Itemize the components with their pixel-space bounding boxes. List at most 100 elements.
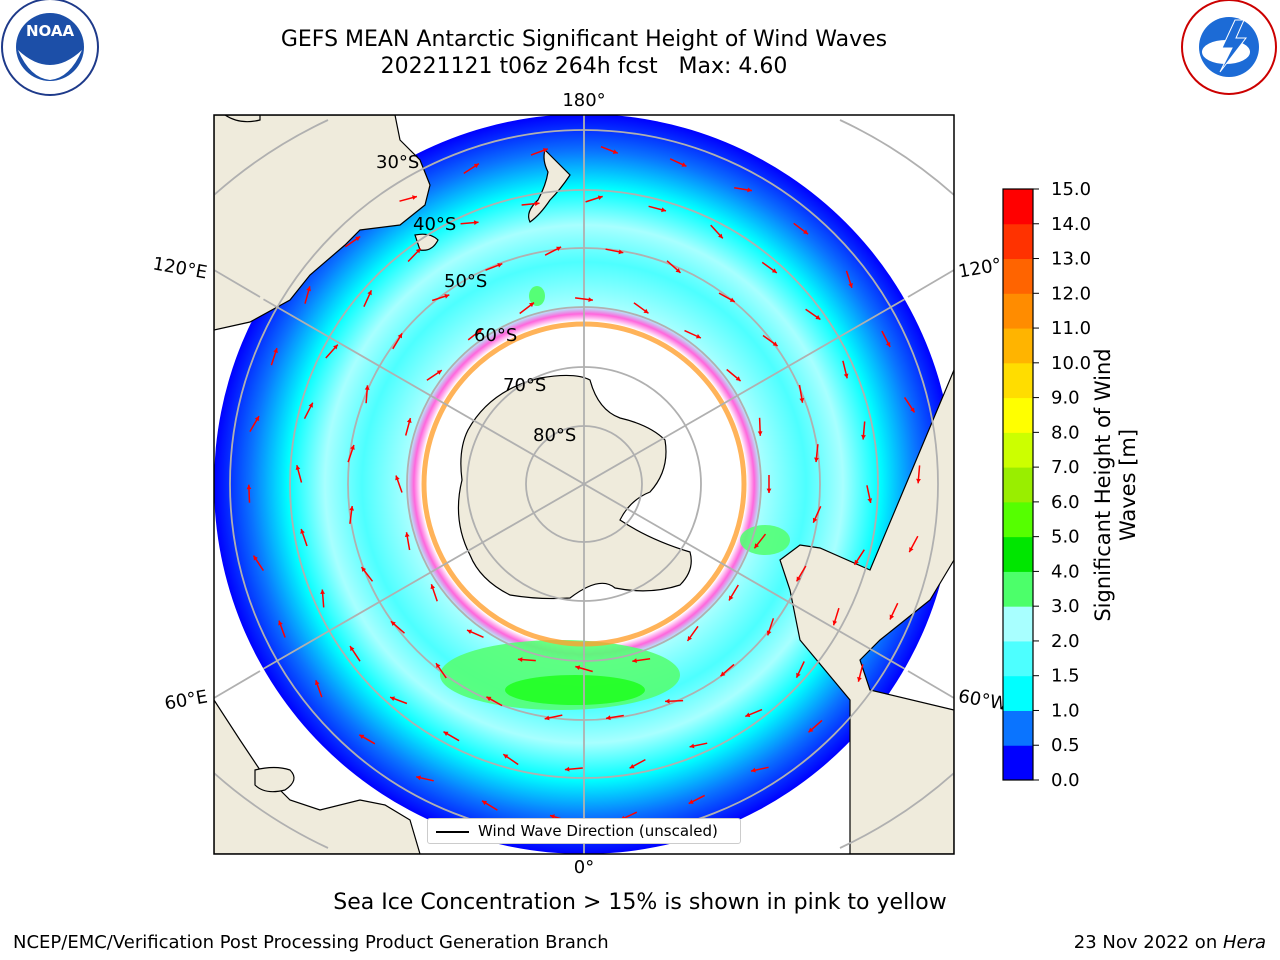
colorbar-swatch (1003, 397, 1033, 433)
wind-wave-arrow-head (799, 398, 805, 403)
lat-label-80: 80°S (533, 425, 576, 446)
legend-label: Wind Wave Direction (unscaled) (478, 822, 718, 840)
wind-wave-arrow-head (909, 547, 914, 553)
colorbar-swatch (1003, 745, 1033, 781)
wind-wave-arrow-head (306, 286, 311, 292)
wind-wave-arrow-head (300, 529, 305, 534)
wind-wave-arrow-head (796, 576, 801, 582)
wind-wave-arrow-head (808, 727, 814, 733)
map-frame (213, 114, 955, 855)
colorbar-tick-label: 2.0 (1051, 631, 1080, 652)
africa (214, 698, 421, 854)
wind-wave-arrow-head (687, 636, 692, 641)
south-america (779, 369, 954, 854)
lon-label-60w: 60°W (957, 686, 1010, 715)
wind-wave-arrow-head (397, 333, 403, 339)
wind-wave-arrow-head (575, 665, 581, 670)
wind-wave-arrow-head (885, 342, 891, 347)
lat-label-70: 70°S (503, 375, 546, 396)
wind-wave-arrow-head (735, 376, 741, 381)
wind-wave-arrow-head (542, 148, 548, 153)
wind-wave-arrow-head (473, 220, 479, 225)
wind-wave-arrow-head (745, 712, 751, 717)
wind-wave-arrow-head (796, 672, 801, 678)
wind-wave-arrow-head (390, 696, 395, 701)
wind-wave-arrow-head (355, 236, 361, 241)
chart-title: GEFS MEAN Antarctic Significant Height o… (280, 27, 888, 52)
wind-wave-arrow-head (320, 589, 325, 594)
nws-logo (1181, 0, 1277, 95)
wind-wave-arrow-head (436, 663, 441, 669)
wind-wave-arrow-head (550, 814, 555, 820)
wind-wave-arrow-head (361, 567, 367, 572)
colorbar-swatch (1003, 223, 1033, 260)
colorbar-swatch (1003, 501, 1033, 538)
madagascar (254, 766, 295, 793)
wind-wave-arrow-head (364, 385, 370, 390)
lat-labels: 30°S 40°S 50°S 60°S 70°S 80°S (376, 152, 576, 446)
wind-wave-arrow-head (517, 657, 523, 662)
lat-label-40: 40°S (413, 214, 456, 235)
wind-wave-arrow-head (390, 621, 396, 626)
wind-wave-arrow-head (273, 348, 278, 353)
colorbar-swatch (1003, 710, 1033, 746)
wind-wave-arrow-head (766, 630, 772, 636)
wind-wave-arrow-head (444, 294, 450, 299)
wind-wave-arrow-head (473, 163, 479, 168)
wind-wave-arrow-head (848, 283, 853, 288)
wind-wave-arrow-head (315, 680, 320, 686)
tasmania (414, 233, 439, 251)
wind-wave-arrow-head (689, 743, 695, 749)
wind-wave-arrow-head (350, 646, 355, 652)
colorbar-tick-label: 7.0 (1051, 457, 1080, 478)
colorbar-swatch (1003, 432, 1033, 468)
colorbar-tick-label: 6.0 (1051, 492, 1080, 513)
wind-wave-arrow-head (665, 698, 670, 704)
wind-wave-arrow-head (729, 595, 734, 601)
lat-label-60: 60°S (474, 325, 517, 346)
colorbar-tick-label: 14.0 (1051, 214, 1091, 235)
wind-wave-arrow-head (367, 290, 372, 296)
wind-wave-arrow-head (803, 229, 809, 235)
wind-wave-arrow-head (629, 764, 635, 769)
wind-wave-arrow-head (404, 532, 410, 537)
wind-wave-arrow-head (675, 268, 681, 273)
colorbar-tick-label: 8.0 (1051, 422, 1080, 443)
colorbar-tick-label: 5.0 (1051, 527, 1080, 548)
wind-wave-arrow-head (843, 373, 849, 379)
colorbar-swatch (1003, 362, 1033, 399)
colorbar-swatch (1003, 640, 1033, 677)
map-legend: Wind Wave Direction (unscaled) (427, 818, 741, 844)
colorbar-tick-label: 12.0 (1051, 283, 1091, 304)
wind-wave-arrow-head (333, 344, 338, 350)
wind-wave-arrow-head (544, 715, 550, 721)
wind-wave-arrow-head (729, 297, 735, 302)
lon-label-60e: 60°E (163, 686, 209, 714)
colorbar-swatch (1003, 189, 1033, 225)
antarctica (457, 374, 692, 600)
wind-wave-arrow-head (588, 297, 593, 302)
lon-label-120w: 120° (957, 254, 1003, 282)
wind-wave-arrow-head (406, 418, 412, 423)
footer-date: 23 Nov 2022 on Hera (1074, 932, 1266, 953)
colorbar-tick-label: 1.0 (1051, 700, 1080, 721)
sea-ice-note-text: Sea Ice Concentration > 15% is shown in … (333, 890, 947, 915)
wind-wave-arrow-head (718, 233, 723, 239)
wind-wave-arrow-head (720, 671, 726, 677)
chart-subtitle: 20221121 t06z 264h fcst Max: 4.60 (380, 54, 788, 79)
colorbar-swatch (1003, 258, 1033, 294)
wind-wave-arrow-head (556, 246, 562, 251)
wind-wave-arrow-head (597, 195, 603, 200)
wind-wave-arrow-head (349, 506, 354, 511)
wind-wave-arrow-head (416, 775, 421, 781)
noaa-logo: NOAA (1, 0, 99, 96)
wind-wave-arrow-head (889, 614, 895, 620)
colorbar-tick-label: 3.0 (1051, 596, 1080, 617)
wind-wave-arrow-head (861, 434, 866, 440)
wind-wave-arrow-head (350, 445, 355, 450)
wind-wave-arrow-head (482, 800, 487, 806)
wind-wave-arrow-head (486, 696, 492, 702)
wind-wave-arrow-head (696, 334, 701, 339)
wind-wave-arrow-head (395, 475, 400, 481)
